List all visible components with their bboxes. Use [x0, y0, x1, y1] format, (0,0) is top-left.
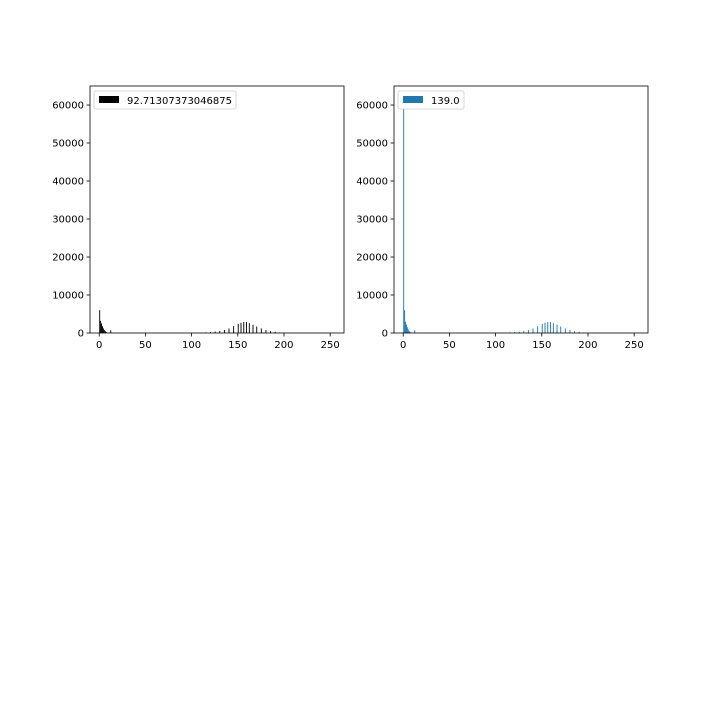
y-tick-label: 60000 [356, 101, 388, 112]
x-tick-label: 100 [486, 340, 505, 351]
histogram-bar [560, 326, 562, 333]
histogram-bar [569, 329, 571, 333]
x-tick-label: 250 [321, 340, 340, 351]
plot-area-right [394, 86, 648, 333]
histogram-bar [102, 328, 104, 333]
histogram-bar [233, 326, 235, 333]
histogram-bar [403, 105, 405, 333]
histogram-left: 0 50 100 150 200 250 0 10000 20000 30000 40000 500… [52, 85, 345, 351]
histogram-bar [556, 324, 558, 333]
y-tick-label: 10000 [52, 291, 84, 302]
histogram-bar [105, 331, 107, 333]
histogram-bar [405, 321, 406, 333]
histogram-bar [537, 326, 539, 333]
x-tick-label: 150 [532, 340, 551, 351]
y-tick-label: 50000 [52, 139, 84, 150]
y-tick-label: 20000 [52, 253, 84, 264]
histogram-bar [550, 322, 552, 333]
x-tick-label: 50 [443, 340, 456, 351]
histogram-bar [99, 310, 101, 333]
histogram-bar [527, 329, 529, 333]
histogram-bar [103, 329, 105, 333]
histogram-bar [578, 331, 580, 333]
y-tick-label: 10000 [356, 291, 388, 302]
x-axis-left: 0 50 100 150 200 250 [96, 333, 340, 351]
legend-box-right [397, 90, 465, 110]
histogram-bar [552, 323, 554, 333]
histogram-bar [219, 330, 221, 333]
histogram-bar [407, 329, 409, 333]
histogram-bar [547, 321, 549, 333]
histogram-bar [223, 329, 225, 333]
histogram-right: 0 50 100 150 200 250 0 10000 20000 30000 40000 500… [356, 85, 649, 351]
y-tick-label: 40000 [356, 177, 388, 188]
histogram-bar [514, 332, 515, 333]
histogram-bar [101, 323, 102, 333]
x-tick-label: 250 [625, 340, 644, 351]
legend-swatch-left [99, 96, 119, 103]
x-tick-label: 100 [182, 340, 201, 351]
legend-label-left: 92.71307373046875 [127, 96, 232, 107]
histogram-bar [102, 326, 103, 333]
y-tick-label: 40000 [52, 177, 84, 188]
legend-swatch-right [403, 96, 423, 103]
y-tick-label: 30000 [356, 215, 388, 226]
y-tick-label: 0 [382, 329, 388, 340]
histogram-bar [523, 330, 525, 333]
y-tick-label: 0 [78, 329, 84, 340]
x-tick-label: 200 [274, 340, 293, 351]
histogram-bar [228, 328, 230, 333]
histogram-bar [270, 331, 272, 333]
axes-frame-right [393, 85, 649, 334]
histogram-bar [110, 330, 112, 333]
histogram-bar [274, 331, 276, 333]
histogram-bar [532, 328, 534, 333]
x-axis-right: 0 50 100 150 200 250 [400, 333, 644, 351]
y-tick-label: 60000 [52, 101, 84, 112]
x-tick-label: 0 [96, 340, 102, 351]
histogram-bar [414, 330, 416, 333]
histogram-bar [240, 322, 242, 333]
x-tick-label: 200 [578, 340, 597, 351]
x-tick-label: 150 [228, 340, 247, 351]
histogram-bar [260, 328, 262, 333]
histogram-bar [246, 322, 248, 333]
histogram-bar [406, 327, 408, 333]
x-tick-label: 0 [400, 340, 406, 351]
histogram-bar [408, 331, 410, 333]
y-tick-label: 20000 [356, 253, 388, 264]
histogram-bar [564, 328, 566, 333]
histogram-bar [541, 323, 543, 333]
histogram-bar [406, 324, 407, 333]
histogram-bar [518, 331, 520, 333]
y-tick-label: 50000 [356, 139, 388, 150]
legend-label-right: 139.0 [431, 96, 460, 107]
x-tick-label: 50 [139, 340, 152, 351]
axes-frame-left [89, 85, 345, 334]
histogram-bar [104, 331, 106, 333]
y-axis-left: 0 10000 20000 30000 40000 50000 60000 [52, 101, 90, 340]
histogram-bar [574, 331, 576, 333]
histogram-bar [265, 329, 267, 333]
legend-right: 139.0 [397, 90, 465, 110]
legend-left: 92.71307373046875 [93, 90, 237, 110]
histogram-bar [409, 331, 411, 333]
histogram-bar [256, 326, 258, 333]
histogram-bar [544, 322, 546, 333]
legend-box-left [93, 90, 237, 110]
histogram-bar [210, 332, 211, 333]
histogram-bar [100, 320, 102, 333]
y-axis-right: 0 10000 20000 30000 40000 50000 60000 [356, 101, 394, 340]
histogram-bar [252, 324, 254, 333]
histogram-bar [248, 323, 250, 333]
histogram-bar [237, 323, 239, 333]
plot-area-left [90, 86, 344, 333]
y-tick-label: 30000 [52, 215, 84, 226]
histogram-bar [243, 321, 245, 333]
histogram-bar [404, 310, 406, 333]
histogram-bar [214, 331, 216, 333]
